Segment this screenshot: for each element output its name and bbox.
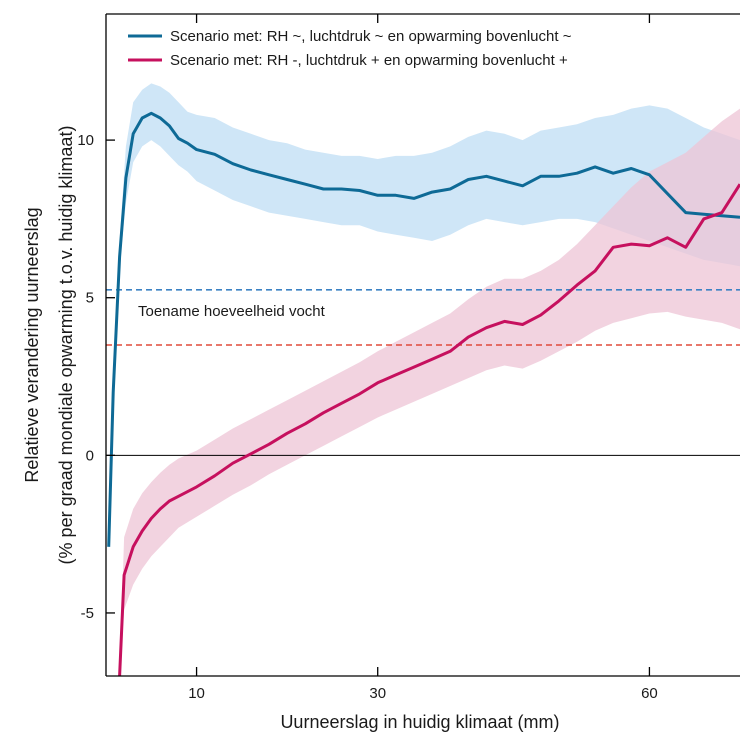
series-2-line	[118, 183, 740, 676]
x-tick-label-2: 30	[369, 685, 386, 702]
y-tick-label-3: 5	[86, 290, 94, 307]
y-tick-label-2: 0	[86, 447, 94, 464]
x-tick-label-3: 60	[641, 685, 658, 702]
y-tick-label-4: 10	[77, 132, 94, 149]
legend-label-series-1: Scenario met: RH ~, luchtdruk ~ en opwar…	[170, 28, 572, 45]
y-axis-title-line1: Relatieve verandering uurneerslag	[22, 207, 42, 482]
series-1-band	[108, 83, 740, 547]
x-axis-title: Uurneerslag in huidig klimaat (mm)	[280, 712, 559, 732]
series-1-line	[107, 111, 740, 547]
y-axis-title-line2: (% per graad mondiale opwarming t.o.v. h…	[56, 126, 76, 565]
x-tick-label-1: 10	[188, 685, 205, 702]
y-tick-label-1: -5	[81, 605, 94, 622]
legend-label-series-2: Scenario met: RH -, luchtdruk + en opwar…	[170, 52, 568, 69]
annotation-text: Toename hoeveelheid vocht	[138, 303, 326, 320]
series-2-band	[119, 108, 740, 676]
legend: Scenario met: RH ~, luchtdruk ~ en opwar…	[128, 28, 572, 69]
